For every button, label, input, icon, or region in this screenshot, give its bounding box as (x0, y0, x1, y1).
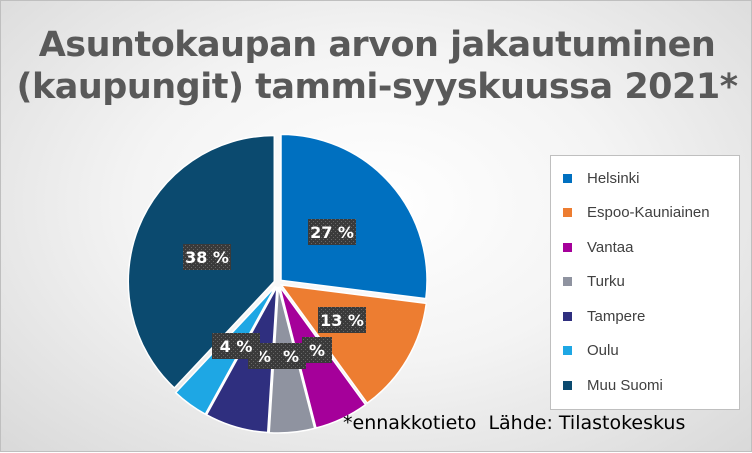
legend-label: Espoo-Kauniainen (587, 204, 710, 221)
data-label-text: 27 % (310, 223, 354, 242)
data-label-box (212, 333, 260, 359)
data-label-oulu: 4 % (212, 333, 260, 359)
data-label-text: % (283, 347, 299, 366)
data-label-turku: % (276, 343, 306, 369)
data-label-box (308, 219, 356, 245)
legend-swatch (563, 173, 572, 183)
data-label-vantaa: % (302, 337, 332, 363)
legend-label: Turku (587, 273, 625, 290)
legend-item-turku: Turku (563, 272, 625, 292)
chart-title-line-1: Asuntokaupan arvon jakautuminen (38, 25, 716, 65)
data-label-text: 4 % (220, 337, 253, 356)
legend-item-muu-suomi: Muu Suomi (563, 375, 663, 395)
legend-label: Muu Suomi (587, 376, 663, 394)
legend-swatch (563, 277, 572, 286)
legend-label: Helsinki (587, 169, 640, 187)
legend-item-espoo-kauniainen: Espoo-Kauniainen (563, 203, 710, 223)
chart-title-line-2: (kaupungit) tammi-syyskuussa 2021* (16, 67, 738, 107)
legend-swatch (563, 346, 572, 355)
data-label-espoo-kauniainen: 13 % (318, 307, 366, 333)
pie-slice-espoo-kauniainen (279, 284, 428, 405)
legend-item-vantaa: Vantaa (563, 237, 633, 257)
data-label-text: % (309, 341, 325, 360)
legend-swatch (563, 242, 572, 252)
data-label-box (276, 343, 306, 369)
pie-slice-helsinki (280, 133, 428, 300)
legend: Helsinki Espoo-Kauniainen Vantaa Turku Tampe… (550, 155, 740, 410)
legend-item-helsinki: Helsinki (563, 168, 640, 188)
data-label-muu-suomi: 38 % (183, 244, 231, 270)
data-label-text: 38 % (185, 248, 229, 267)
data-label-box (302, 337, 332, 363)
data-label-box (318, 307, 366, 333)
legend-item-tampere: Tampere (563, 306, 645, 326)
legend-swatch (563, 311, 572, 321)
legend-swatch (563, 380, 572, 390)
data-label-text: 13 % (320, 311, 364, 330)
legend-swatch (563, 208, 572, 217)
data-label-helsinki: 27 % (308, 219, 356, 245)
data-label-box (183, 244, 231, 270)
legend-label: Vantaa (587, 238, 634, 256)
footnote: *ennakkotieto Lähde: Tilastokeskus (343, 412, 686, 434)
legend-label: Oulu (587, 342, 619, 359)
legend-label: Tampere (587, 307, 646, 325)
pie-slice-tampere (205, 286, 278, 434)
legend-item-oulu: Oulu (563, 341, 619, 361)
